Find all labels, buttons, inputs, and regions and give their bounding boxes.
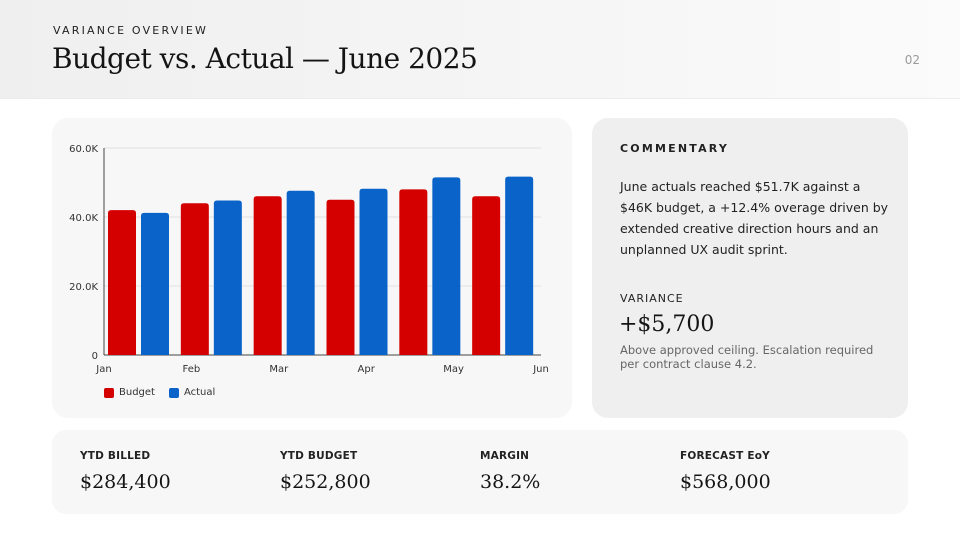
y-tick-label: 0	[92, 351, 98, 362]
legend-swatch-budget	[104, 387, 114, 398]
y-tick-label: 40.0K	[69, 213, 98, 224]
kpi-value: 38.2%	[480, 471, 541, 493]
kpi-margin: MARGIN 38.2%	[480, 450, 540, 493]
kpi-ytd-billed: YTD BILLED $284,400	[80, 450, 171, 493]
bar-budget-may	[399, 189, 428, 355]
kpi-strip: YTD BILLED $284,400 YTD BUDGET $252,800 …	[52, 430, 908, 514]
bar-actual-apr	[359, 188, 388, 355]
kpi-value: $284,400	[80, 471, 171, 493]
chart-card: 0 20.0K 40.0K 60.0K Jan Feb Mar Apr May Jun Budge…	[52, 118, 572, 418]
bar-actual-feb	[213, 200, 242, 355]
page-title: Budget vs. Actual — June 2025	[52, 42, 478, 75]
x-tick-label: Feb	[183, 364, 201, 375]
kpi-label: YTD BUDGET	[280, 450, 358, 462]
bar-actual-may	[432, 177, 461, 355]
commentary-heading: COMMENTARY	[620, 142, 730, 155]
x-tick-label: Mar	[269, 364, 289, 375]
bar-budget-jan	[108, 210, 136, 355]
legend-swatch-actual	[168, 387, 179, 398]
legend-label-budget: Budget	[119, 387, 155, 398]
bar-budget-feb	[180, 203, 209, 355]
y-tick-label: 60.0K	[69, 144, 98, 155]
kpi-label: FORECAST EoY	[680, 450, 770, 462]
kpi-forecast-eoy: FORECAST EoY $568,000	[680, 450, 771, 493]
commentary-body: June actuals reached $51.7K against a $4…	[620, 179, 889, 257]
slide-header: VARIANCE OVERVIEW Budget vs. Actual — Ju…	[0, 0, 960, 99]
kpi-label: YTD BILLED	[80, 450, 151, 462]
x-tick-label: Jan	[95, 364, 111, 375]
section-eyebrow: VARIANCE OVERVIEW	[53, 24, 209, 37]
bar-budget-jun	[472, 196, 501, 355]
legend-label-actual: Actual	[183, 387, 216, 398]
kpi-ytd-budget: YTD BUDGET $252,800	[280, 450, 371, 493]
variance-note: Above approved ceiling. Escalation requi…	[620, 343, 874, 371]
bar-budget-apr	[326, 199, 355, 355]
kpi-value: $568,000	[680, 471, 771, 493]
bar-actual-jan	[141, 212, 169, 355]
kpi-label: MARGIN	[480, 450, 530, 462]
x-tick-label: Jun	[532, 364, 549, 375]
x-tick-label: May	[443, 364, 464, 375]
x-tick-label: Apr	[358, 364, 376, 375]
commentary-card: COMMENTARY June actuals reached $51.7K a…	[592, 118, 908, 418]
bar-chart: 0 20.0K 40.0K 60.0K Jan Feb Mar Apr May Jun	[69, 144, 549, 375]
chart-legend: Budget Actual	[104, 387, 215, 398]
page-number: 02	[904, 53, 920, 67]
variance-value: +$5,700	[619, 312, 715, 337]
legend-item-actual: Actual	[168, 387, 216, 398]
bar-actual-jun	[505, 176, 534, 355]
bar-budget-mar	[253, 196, 282, 355]
variance-label: VARIANCE	[620, 292, 684, 305]
kpi-value: $252,800	[280, 471, 371, 493]
bar-actual-mar	[286, 190, 315, 355]
legend-item-budget: Budget	[104, 387, 155, 398]
y-tick-label: 20.0K	[69, 282, 98, 293]
